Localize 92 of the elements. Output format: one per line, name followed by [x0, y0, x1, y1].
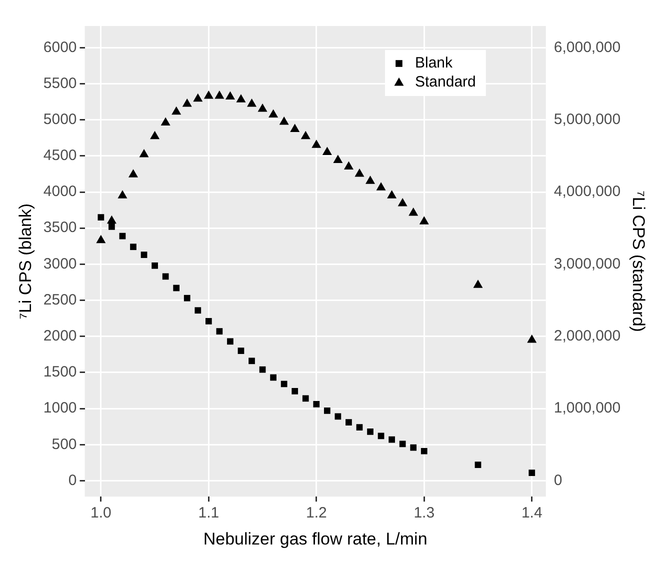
- point: [152, 262, 158, 269]
- point: [387, 190, 397, 198]
- point: [238, 348, 244, 354]
- y-axis-title: ⁷Li CPS (blank): [16, 203, 35, 320]
- legend-label: Blank: [414, 54, 454, 72]
- point: [108, 223, 115, 230]
- legend-label: Standard: [414, 74, 476, 91]
- y2-tick-label: 3,000,000: [554, 255, 621, 272]
- point: [246, 98, 257, 107]
- point: [214, 90, 224, 99]
- point: [96, 234, 106, 244]
- point: [258, 104, 268, 112]
- point: [324, 408, 330, 414]
- point: [205, 318, 212, 324]
- point: [302, 395, 309, 402]
- y-tick-label: 1000: [43, 400, 77, 417]
- point: [408, 207, 418, 216]
- point: [333, 154, 343, 163]
- point: [420, 448, 428, 454]
- point: [128, 169, 138, 178]
- point: [300, 130, 310, 140]
- y2-tick-label: 4,000,000: [554, 183, 621, 200]
- point: [204, 90, 214, 99]
- point: [399, 440, 406, 448]
- point: [527, 334, 537, 343]
- point: [270, 374, 276, 381]
- point: [312, 140, 322, 148]
- point: [225, 91, 235, 100]
- point: [366, 176, 376, 184]
- y-tick-label: 5000: [43, 110, 77, 128]
- point: [528, 470, 536, 476]
- point: [313, 401, 320, 408]
- point: [139, 148, 149, 158]
- y-tick-label: 0: [68, 472, 77, 489]
- point: [194, 307, 202, 314]
- point: [344, 161, 354, 170]
- y-tick-label: 2000: [43, 328, 77, 345]
- point: [290, 124, 300, 132]
- point: [268, 109, 278, 118]
- point: [388, 436, 395, 443]
- point: [150, 130, 160, 140]
- y-tick-label: 4500: [43, 147, 77, 164]
- x-tick-label: 1.1: [198, 504, 220, 522]
- point: [130, 244, 136, 250]
- point: [173, 284, 180, 292]
- point: [280, 380, 288, 388]
- point: [410, 444, 417, 451]
- y-tick-label: 500: [52, 436, 77, 453]
- point: [216, 328, 223, 334]
- point: [367, 428, 374, 435]
- point: [473, 280, 483, 288]
- y-tick-label: 1500: [43, 364, 77, 381]
- y-tick-label: 2500: [43, 291, 77, 308]
- point: [346, 419, 352, 426]
- point: [140, 252, 148, 258]
- point: [98, 214, 104, 220]
- point: [193, 93, 203, 102]
- point: [160, 117, 170, 126]
- point: [292, 388, 298, 394]
- x-tick-label: 1.3: [414, 504, 435, 522]
- y2-tick-label: 0: [554, 472, 562, 489]
- y-tick-label: 3500: [43, 219, 77, 236]
- point: [227, 338, 234, 345]
- point: [398, 198, 408, 206]
- x-tick-label: 1.0: [90, 504, 112, 522]
- point: [419, 216, 429, 224]
- y2-axis-title: ⁷Li CPS (standard): [629, 190, 648, 332]
- y-tick-label: 6000: [43, 38, 77, 56]
- point: [322, 146, 332, 156]
- y-tick-label: 3000: [43, 255, 77, 272]
- point: [184, 294, 190, 302]
- y2-tick-label: 1,000,000: [554, 400, 621, 417]
- y-tick-label: 4000: [43, 183, 77, 200]
- point: [162, 273, 169, 280]
- point: [356, 424, 363, 430]
- point: [474, 462, 482, 468]
- x-tick-label: 1.4: [521, 504, 542, 522]
- y2-tick-label: 5,000,000: [554, 110, 621, 128]
- point: [182, 98, 192, 107]
- point: [354, 168, 364, 177]
- point: [106, 215, 116, 224]
- y2-tick-label: 2,000,000: [554, 328, 621, 345]
- point: [172, 106, 182, 115]
- point: [376, 182, 386, 190]
- point: [118, 190, 128, 198]
- x-tick-label: 1.2: [306, 504, 327, 522]
- point: [236, 94, 246, 102]
- x-axis-title: Nebulizer gas flow rate, L/min: [203, 529, 428, 548]
- point: [279, 116, 289, 125]
- point: [248, 358, 255, 364]
- y2-tick-label: 6,000,000: [554, 38, 621, 56]
- y-tick-label: 5500: [43, 74, 77, 92]
